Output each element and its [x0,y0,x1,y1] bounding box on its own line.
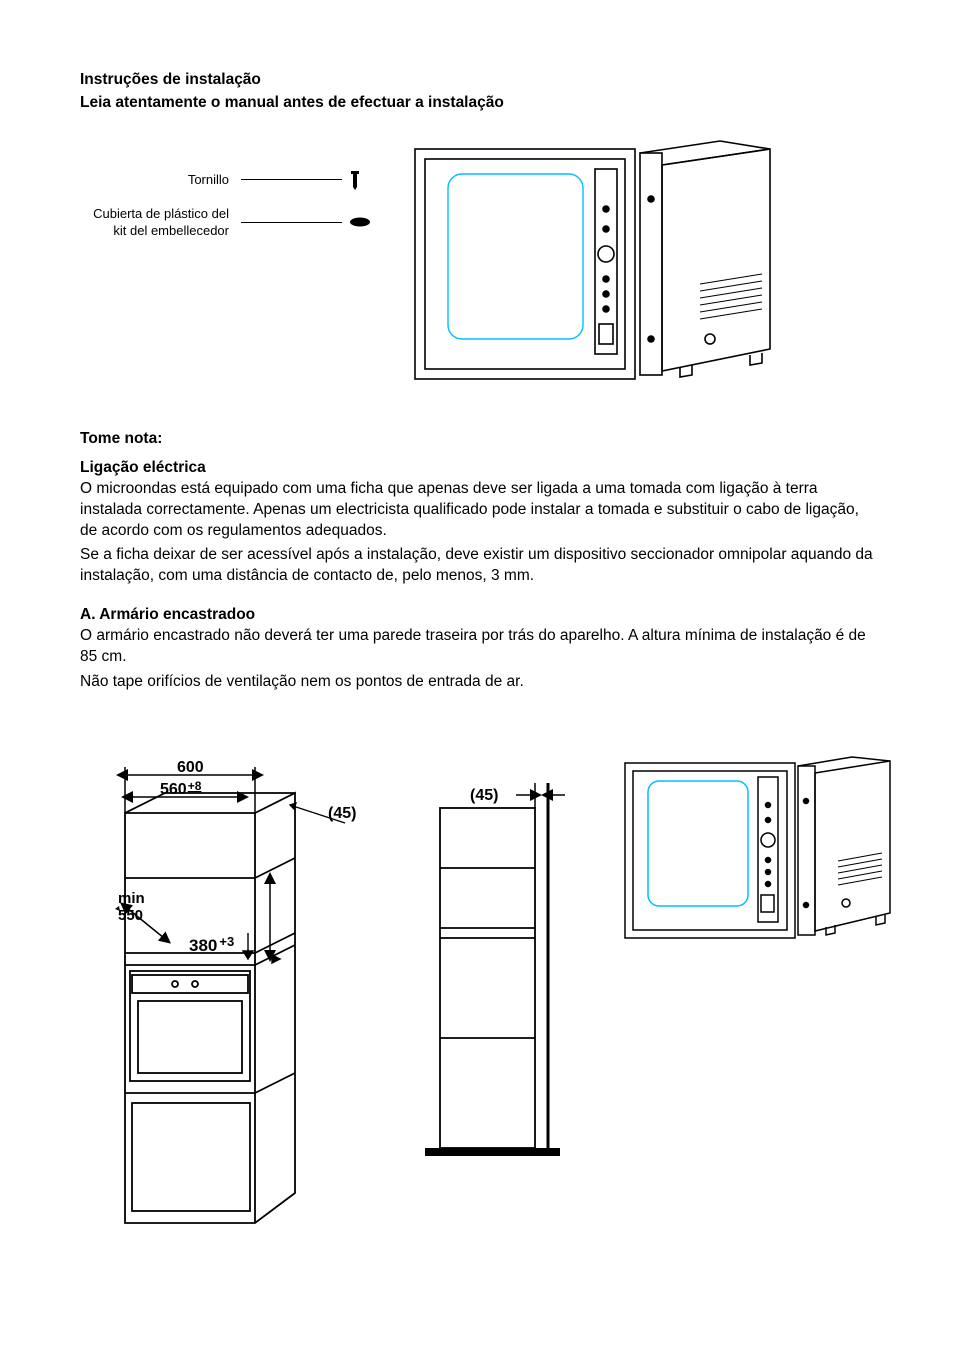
svg-text:380+3: 380+3 [189,934,234,955]
note-section: Tome nota: Ligação eléctrica O microonda… [80,429,874,587]
svg-text:560+8: 560+8 [160,779,202,798]
dim-600: 600 [177,759,204,776]
svg-text:550: 550 [118,907,143,924]
note-para-1: O microondas está equipado com uma ficha… [80,479,874,542]
dim-550: 550 [118,907,143,924]
note-para-2: Se a ficha deixar de ser acessível após … [80,545,874,587]
part-cover-label: Cubierta de plástico del kit del embelle… [80,205,235,240]
parts-list: Tornillo Cubierta de plástico del kit de… [80,139,380,254]
side-cabinet-diagram: (45) [420,753,570,1173]
section-a-para-2: Não tape orifícios de ventilação nem os … [80,672,874,693]
figure-row-parts-and-unit: Tornillo Cubierta de plástico del kit de… [80,139,874,399]
figure-row-cabinets: 600 560+8 (45) min 550 [80,753,874,1253]
plastic-cover-icon [348,215,380,229]
dim-380-tol: +3 [219,934,234,949]
dim-45-top: (45) [328,805,356,822]
leader-line [241,179,342,180]
section-a: A. Armário encastradoo O armário encastr… [80,605,874,693]
header-line-1: Instruções de instalação [80,70,874,91]
dim-45-side: (45) [470,787,498,804]
microwave-open-door-diagram [410,139,830,399]
dim-560-tol: +8 [188,779,202,793]
leader-line [241,222,342,223]
part-screw-row: Tornillo [80,169,380,191]
section-a-title: A. Armário encastradoo [80,605,874,626]
section-a-para-1: O armário encastrado não deverá ter uma … [80,626,874,668]
tall-cabinet-diagram: 600 560+8 (45) min 550 [80,753,370,1253]
svg-text:min: min [118,890,145,907]
header-line-2: Leia atentamente o manual antes de efect… [80,93,874,114]
note-title: Tome nota: [80,429,874,450]
part-cover-row: Cubierta de plástico del kit del embelle… [80,205,380,240]
microwave-unit-small-diagram [620,753,920,953]
part-screw-label: Tornillo [80,171,235,189]
dim-min: min [118,890,145,907]
elec-title: Ligação eléctrica [80,458,874,479]
dim-560: 560 [160,781,187,798]
screw-icon [348,169,380,191]
page-header: Instruções de instalação Leia atentament… [80,70,874,114]
dim-380: 380 [189,936,217,955]
